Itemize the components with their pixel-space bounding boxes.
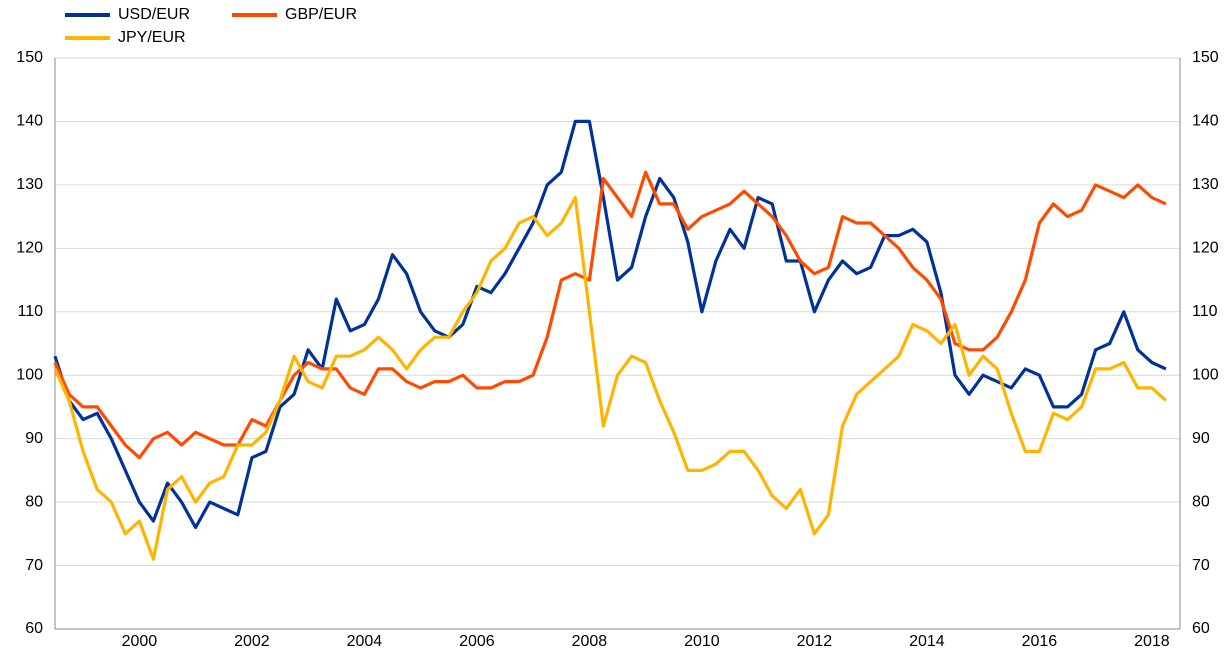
y2-tick-label: 110 <box>1192 303 1218 320</box>
y2-tick-label: 100 <box>1192 366 1219 383</box>
y2-tick-label: 90 <box>1192 430 1210 447</box>
series-line <box>53 119 1167 530</box>
y2-tick-label: 150 <box>1192 49 1219 66</box>
x-tick-label: 2018 <box>1134 633 1170 650</box>
x-tick-label: 2002 <box>234 633 270 650</box>
x-tick-label: 2004 <box>347 633 383 650</box>
y-tick-label: 90 <box>25 430 43 447</box>
y2-tick-label: 140 <box>1192 113 1219 130</box>
y-tick-label: 120 <box>16 240 43 257</box>
y-tick-label: 130 <box>16 176 43 193</box>
y2-tick-label: 80 <box>1192 493 1210 510</box>
x-tick-label: 2012 <box>797 633 833 650</box>
y-tick-label: 150 <box>16 49 43 66</box>
y-tick-label: 140 <box>16 113 43 130</box>
y2-tick-label: 60 <box>1192 620 1210 637</box>
legend-label: USD/EUR <box>118 6 190 23</box>
y-tick-label: 70 <box>25 557 43 574</box>
y2-tick-label: 70 <box>1192 557 1210 574</box>
y-tick-label: 100 <box>16 366 43 383</box>
series-line <box>53 170 1167 460</box>
legend-label: GBP/EUR <box>285 6 357 23</box>
y-tick-label: 80 <box>25 493 43 510</box>
x-tick-label: 2000 <box>122 633 158 650</box>
x-tick-label: 2010 <box>684 633 720 650</box>
legend-label: JPY/EUR <box>118 29 186 46</box>
series-line <box>53 196 1167 561</box>
y2-tick-label: 120 <box>1192 240 1219 257</box>
y-tick-label: 110 <box>17 303 43 320</box>
x-tick-label: 2014 <box>909 633 945 650</box>
x-tick-label: 2008 <box>572 633 608 650</box>
y2-tick-label: 130 <box>1192 176 1219 193</box>
x-tick-label: 2016 <box>1022 633 1058 650</box>
x-tick-label: 2006 <box>459 633 495 650</box>
y-tick-label: 60 <box>25 620 43 637</box>
